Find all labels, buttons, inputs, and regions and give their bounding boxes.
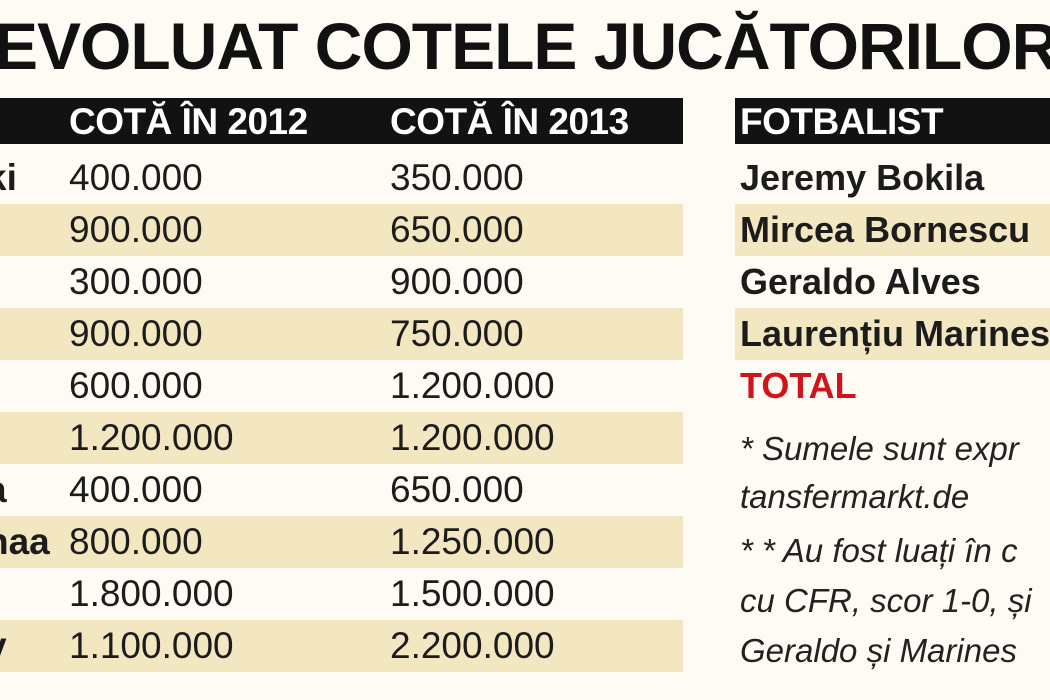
- value-2012: 800.000: [69, 521, 203, 562]
- table-row: naa 800.000 1.250.000: [0, 516, 683, 568]
- player-name: ki: [0, 157, 17, 198]
- player-name-marinescu: Laurențiu Marines: [740, 313, 1050, 354]
- header-cota-2012: COTĂ ÎN 2012: [69, 101, 308, 142]
- value-2012: 900.000: [69, 209, 203, 250]
- value-2012: 300.000: [69, 261, 203, 302]
- table-row: 1.200.000 1.200.000: [0, 412, 683, 464]
- value-2013: 2.200.000: [390, 625, 555, 666]
- value-2012: 400.000: [69, 469, 203, 510]
- table-row: 900.000 650.000: [0, 204, 683, 256]
- page-title: EVOLUAT COTELE JUCĂTORILOR D: [0, 9, 1050, 83]
- table-row: 900.000 750.000: [0, 308, 683, 360]
- footnote-source: tansfermarkt.de: [740, 478, 970, 515]
- right-table-header: [735, 98, 1050, 144]
- value-2013: 650.000: [390, 209, 524, 250]
- table-row: a 400.000 650.000: [0, 464, 683, 516]
- footnote-line: * Sumele sunt expr: [740, 430, 1019, 467]
- value-2013: 650.000: [390, 469, 524, 510]
- value-2012: 1.200.000: [69, 417, 234, 458]
- footnote-line: cu CFR, scor 1-0, și: [740, 582, 1032, 619]
- footnote-line: * * Au fost luați în c: [740, 532, 1018, 569]
- value-2013: 1.200.000: [390, 365, 555, 406]
- header-fotbalist: FOTBALIST: [740, 101, 944, 142]
- header-cota-2013: COTĂ ÎN 2013: [390, 101, 629, 142]
- player-name: v: [0, 620, 62, 672]
- footnote-line: Geraldo și Marines: [740, 632, 1017, 669]
- player-row: [735, 308, 1050, 360]
- table-row: 1.800.000 1.500.000: [0, 568, 683, 620]
- table-row: v 1.100.000 2.200.000: [0, 620, 683, 672]
- player-row: [735, 204, 1050, 256]
- value-2013: 1.500.000: [390, 573, 555, 614]
- value-2013: 350.000: [390, 157, 524, 198]
- left-table-header: [0, 98, 683, 144]
- table-row: 600.000 1.200.000: [0, 360, 683, 412]
- value-2013: 1.200.000: [390, 417, 555, 458]
- player-name-alves: Geraldo Alves: [740, 261, 981, 302]
- player-name-bornescu: Mircea Bornescu: [740, 209, 1031, 250]
- value-2012: 1.100.000: [69, 625, 234, 666]
- value-2012: 400.000: [69, 157, 203, 198]
- value-2012: 1.800.000: [69, 573, 234, 614]
- table-row: 300.000 900.000: [0, 256, 683, 308]
- value-2013: 1.250.000: [390, 521, 555, 562]
- player-name: naa: [0, 521, 50, 562]
- value-2012: 600.000: [69, 365, 203, 406]
- total-label: TOTAL: [740, 365, 857, 406]
- value-2012: 900.000: [69, 313, 203, 354]
- player-name-bokila: Jeremy Bokila: [740, 157, 985, 198]
- table-row: ki 400.000 350.000: [0, 152, 683, 204]
- value-2013: 900.000: [390, 261, 524, 302]
- player-name: a: [0, 464, 62, 516]
- value-2013: 750.000: [390, 313, 524, 354]
